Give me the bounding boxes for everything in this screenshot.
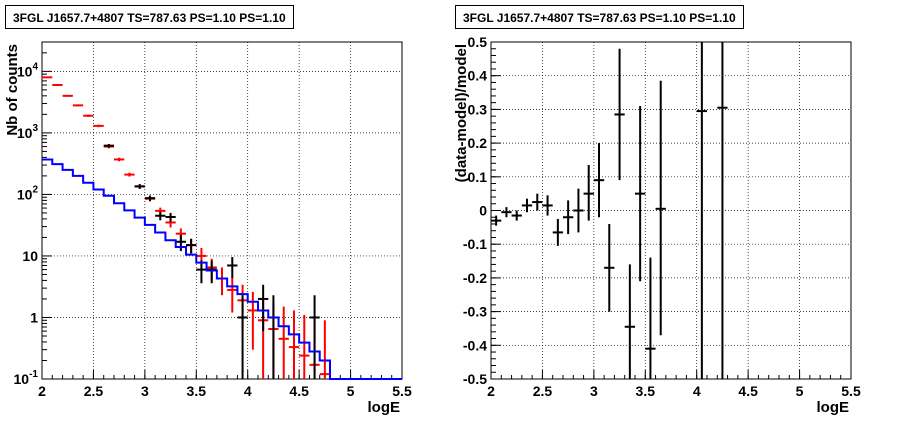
x-tick-label: 4 — [244, 383, 252, 399]
x-tick-label: 5.5 — [392, 383, 412, 399]
data-point — [614, 48, 625, 181]
data-point — [501, 207, 512, 218]
x-tick-label: 5 — [347, 383, 355, 399]
data-point — [42, 76, 53, 79]
x-tick-label: 3.5 — [187, 383, 207, 399]
y-tick-label: -0.4 — [463, 337, 487, 353]
data-point — [717, 42, 728, 379]
data-point — [288, 310, 300, 379]
x-tick-label: 4.5 — [289, 383, 309, 399]
counts-panel: 3FGL J1657.7+4807 TS=787.63 PS=1.10 PS=1… — [4, 5, 412, 416]
x-tick-label: 2.5 — [533, 383, 553, 399]
data-point — [563, 200, 574, 235]
x-axis-label: logE — [368, 399, 401, 416]
y-tick-label: 10 — [22, 248, 38, 264]
data-point — [155, 211, 166, 221]
data-point — [227, 257, 238, 278]
x-tick-label: 4.5 — [738, 383, 758, 399]
data-point — [604, 223, 615, 312]
data-point — [144, 195, 156, 202]
data-point — [319, 320, 330, 379]
y-tick-label: 102 — [17, 184, 39, 202]
y-tick-label: 0.3 — [468, 101, 488, 117]
y-tick-label: 103 — [17, 123, 39, 141]
y-tick-label: 0.5 — [468, 34, 488, 50]
y-tick-label: -0.3 — [463, 304, 487, 320]
x-tick-label: 2 — [487, 383, 495, 399]
x-tick-label: 3.5 — [636, 383, 656, 399]
data-point — [532, 193, 543, 211]
data-point — [299, 314, 310, 379]
data-point — [62, 94, 73, 97]
data-point — [103, 143, 114, 148]
data-point — [542, 195, 553, 216]
y-tick-label: -0.1 — [463, 236, 487, 252]
data-point — [309, 295, 320, 379]
data-point — [573, 188, 584, 233]
data-point — [258, 284, 269, 332]
data-point — [635, 106, 646, 282]
x-tick-label: 3 — [590, 383, 598, 399]
residuals-panel: 3FGL J1657.7+4807 TS=787.63 PS=1.10 PS=1… — [449, 0, 898, 421]
data-point — [72, 104, 84, 107]
chart-title: 3FGL J1657.7+4807 TS=787.63 PS=1.10 PS=1… — [455, 5, 744, 29]
x-tick-label: 2 — [38, 383, 46, 399]
y-axis-label: (data-model)/model — [453, 44, 470, 182]
y-tick-label: 10-1 — [14, 369, 39, 387]
data-point — [491, 215, 502, 226]
x-tick-label: 4 — [693, 383, 701, 399]
data-point — [237, 295, 248, 379]
data-point — [521, 198, 533, 213]
data-point — [134, 184, 145, 189]
data-point — [696, 42, 707, 379]
model-curve — [42, 158, 402, 380]
data-point — [216, 267, 228, 296]
y-tick-label: 104 — [17, 61, 39, 79]
x-axis-label: logE — [817, 399, 850, 416]
y-tick-label: 0 — [479, 203, 487, 219]
data-point — [186, 238, 197, 254]
data-point — [583, 165, 594, 221]
y-tick-label: 0.2 — [468, 135, 488, 151]
data-point — [206, 260, 217, 284]
data-point — [196, 260, 207, 284]
data-point — [511, 210, 522, 221]
plot-frame — [41, 41, 403, 380]
y-tick-label: 1 — [30, 309, 38, 325]
data-point — [175, 234, 186, 252]
data-point — [52, 84, 63, 87]
x-tick-label: 2.5 — [84, 383, 104, 399]
data-point — [247, 291, 258, 350]
data-point — [114, 157, 125, 162]
data-point — [124, 172, 135, 177]
data-point — [593, 143, 605, 218]
data-point — [83, 114, 94, 117]
x-tick-label: 5.5 — [841, 383, 861, 399]
data-point — [227, 276, 238, 313]
y-tick-label: 0.4 — [468, 68, 488, 84]
y-axis-label: Nb of counts — [4, 44, 21, 136]
data-point — [268, 295, 279, 379]
y-tick-label: -0.2 — [463, 270, 487, 286]
x-tick-label: 3 — [141, 383, 149, 399]
data-point — [278, 306, 289, 379]
chart-title: 3FGL J1657.7+4807 TS=787.63 PS=1.10 PS=1… — [5, 5, 294, 29]
y-tick-label: -0.5 — [463, 371, 487, 387]
data-point — [552, 218, 563, 246]
data-point — [165, 212, 176, 222]
x-tick-label: 5 — [796, 383, 804, 399]
data-point — [645, 257, 656, 379]
data-point — [93, 124, 104, 128]
data-point — [655, 80, 666, 336]
y-tick-label: 0.1 — [468, 169, 488, 185]
data-point — [624, 264, 635, 379]
